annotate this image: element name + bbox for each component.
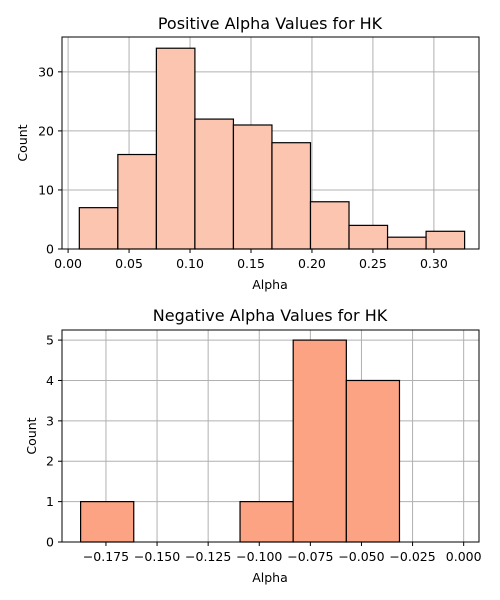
x-tick-label: 0.00 — [54, 256, 82, 271]
y-tick-label: 5 — [46, 333, 54, 348]
x-axis-label: Alpha — [252, 570, 288, 585]
y-tick-label: 0 — [46, 535, 54, 550]
histogram-bar — [426, 231, 465, 249]
x-tick-label: −0.050 — [338, 549, 384, 564]
y-tick-label: 30 — [38, 64, 54, 79]
histogram-bar — [118, 155, 157, 249]
histogram-bar — [272, 143, 311, 249]
x-tick-label: −0.175 — [83, 549, 129, 564]
y-ticks: 0 10 20 30 — [38, 64, 62, 256]
bars — [79, 48, 464, 249]
positive-alpha-chart: Positive Alpha Values for HK 0.00 0.05 0.1… — [15, 14, 479, 292]
x-tick-label: −0.125 — [185, 549, 231, 564]
histogram-bar — [233, 125, 272, 249]
x-tick-label: 0.000 — [446, 549, 482, 564]
x-ticks: 0.00 0.05 0.10 0.15 0.20 0.25 0.30 — [54, 249, 448, 271]
chart-title: Positive Alpha Values for HK — [158, 14, 383, 33]
histogram-bar — [293, 340, 346, 542]
x-tick-label: 0.30 — [420, 256, 448, 271]
histogram-bar — [388, 237, 427, 249]
x-tick-label: −0.100 — [236, 549, 282, 564]
x-tick-label: 0.05 — [115, 256, 143, 271]
histogram-bar — [240, 502, 293, 542]
y-tick-label: 4 — [46, 373, 54, 388]
y-tick-label: 0 — [46, 242, 54, 257]
x-tick-label: −0.075 — [287, 549, 333, 564]
x-tick-label: −0.025 — [389, 549, 435, 564]
y-tick-label: 3 — [46, 413, 54, 428]
negative-alpha-chart: Negative Alpha Values for HK −0.175 −0.15… — [24, 306, 482, 585]
y-ticks: 0 1 2 3 4 5 — [46, 333, 62, 550]
x-tick-label: 0.20 — [298, 256, 326, 271]
y-tick-label: 20 — [38, 123, 54, 138]
histogram-bar — [346, 380, 399, 542]
histogram-bar — [310, 202, 349, 249]
x-tick-label: 0.15 — [237, 256, 265, 271]
histogram-bar — [79, 208, 118, 249]
y-tick-label: 1 — [46, 494, 54, 509]
x-ticks: −0.175 −0.150 −0.125 −0.100 −0.075 −0.050 −0.0… — [83, 542, 482, 564]
x-axis-label: Alpha — [252, 277, 288, 292]
x-tick-label: 0.10 — [176, 256, 204, 271]
y-tick-label: 10 — [38, 182, 54, 197]
x-tick-label: 0.25 — [359, 256, 387, 271]
histogram-bar — [81, 502, 134, 542]
histogram-bar — [349, 225, 388, 249]
histogram-bar — [156, 48, 195, 249]
y-tick-label: 2 — [46, 454, 54, 469]
histogram-bar — [195, 119, 234, 249]
bars — [81, 340, 400, 542]
y-axis-label: Count — [15, 124, 30, 161]
y-axis-label: Count — [24, 417, 39, 454]
x-tick-label: −0.150 — [134, 549, 180, 564]
chart-title: Negative Alpha Values for HK — [153, 306, 388, 325]
